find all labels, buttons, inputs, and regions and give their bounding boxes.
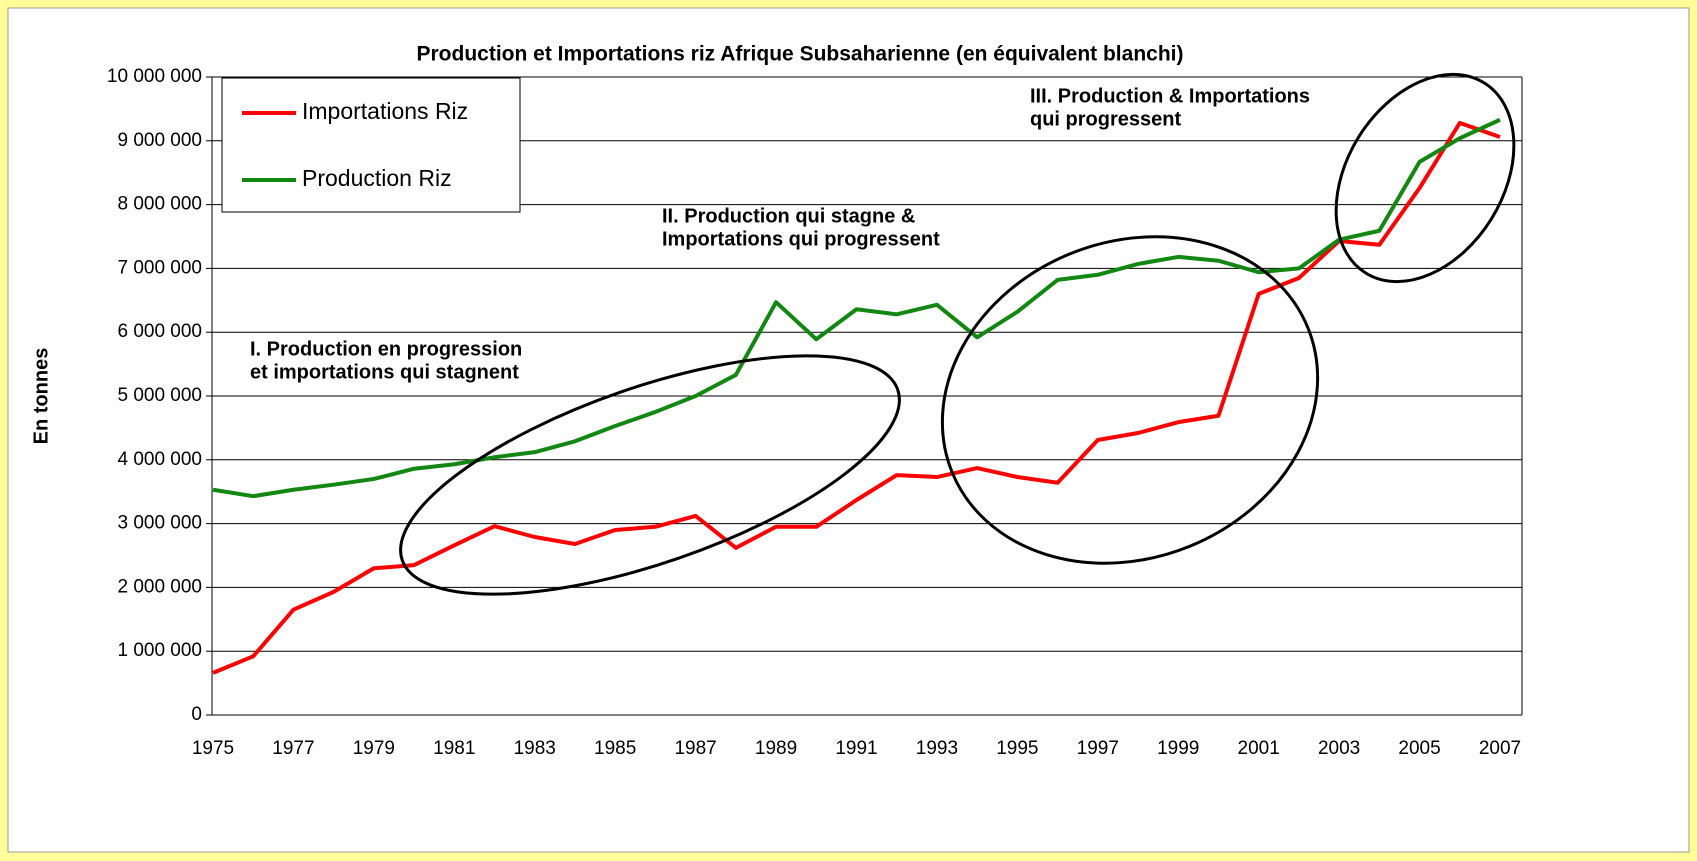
- x-tick-label: 1999: [1157, 738, 1199, 759]
- y-tick-label: 4 000 000: [117, 449, 202, 470]
- x-tick-label: 1993: [916, 738, 958, 759]
- x-tick-label: 1981: [433, 738, 475, 759]
- legend: Importations Riz Production Riz: [221, 77, 521, 213]
- y-tick-label: 10 000 000: [107, 66, 202, 87]
- annotation: I. Production en progression: [250, 338, 522, 360]
- series-line: [212, 120, 1501, 675]
- x-tick-label: 2007: [1479, 738, 1521, 759]
- annotation: et importations qui stagnent: [250, 361, 519, 383]
- x-tick-label: 1977: [272, 738, 314, 759]
- series-line: [212, 117, 1501, 499]
- y-tick-label: 9 000 000: [117, 130, 202, 151]
- annotation: Importations qui progressent: [662, 228, 940, 250]
- y-tick-label: 0: [191, 704, 202, 725]
- x-tick-label: 2003: [1318, 738, 1360, 759]
- x-tick-label: 1997: [1077, 738, 1119, 759]
- x-tick-label: 1987: [674, 738, 716, 759]
- y-axis-label: En tonnes: [30, 348, 52, 445]
- y-tick-label: 5 000 000: [117, 385, 202, 406]
- x-tick-label: 1975: [192, 738, 234, 759]
- ellipse: [399, 354, 901, 596]
- x-tick-label: 2005: [1398, 738, 1440, 759]
- ellipse: [940, 235, 1320, 565]
- y-tick-label: 8 000 000: [117, 194, 202, 215]
- x-tick-label: 1979: [353, 738, 395, 759]
- lines: [212, 117, 1501, 675]
- x-tick-label: 1985: [594, 738, 636, 759]
- x-tick-label: 1989: [755, 738, 797, 759]
- x-tick-label: 1995: [996, 738, 1038, 759]
- grid: 0 1 000 000 2 000 000 3 000 000 4 000 000 5 0…: [107, 66, 1523, 759]
- legend-label: Importations Riz: [302, 98, 468, 124]
- x-tick-label: 2001: [1238, 738, 1280, 759]
- chart-title: Production et Importations riz Afrique S…: [417, 43, 1184, 66]
- legend-box: [221, 77, 521, 213]
- y-tick-label: 6 000 000: [117, 321, 202, 342]
- ellipse: [1334, 72, 1516, 284]
- annotation: II. Production qui stagne &: [662, 205, 915, 227]
- annotation: III. Production & Importations: [1030, 85, 1310, 107]
- x-tick-label: 1991: [835, 738, 877, 759]
- y-tick-label: 3 000 000: [117, 513, 202, 534]
- y-tick-label: 7 000 000: [117, 257, 202, 278]
- y-tick-label: 1 000 000: [117, 640, 202, 661]
- legend-label: Production Riz: [302, 165, 452, 191]
- y-tick-label: 2 000 000: [117, 576, 202, 597]
- x-tick-label: 1983: [514, 738, 556, 759]
- annotation: qui progressent: [1030, 108, 1181, 130]
